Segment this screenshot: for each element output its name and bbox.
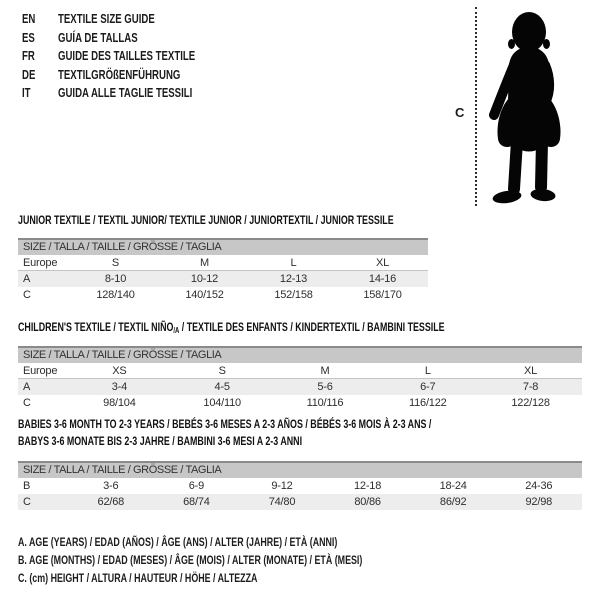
size-cell: 104/110 — [203, 397, 241, 409]
size-cell: 9-12 — [271, 480, 293, 492]
column-header: M — [200, 257, 209, 269]
size-cell: 140/152 — [185, 289, 224, 301]
language-list: EN TEXTILE SIZE GUIDE ES GUÍA DE TALLAS … — [22, 10, 243, 103]
junior-table-title: JUNIOR TEXTILE / TEXTIL JUNIOR/ TEXTILE … — [18, 212, 526, 229]
size-cell: 68/74 — [183, 496, 210, 508]
size-cell: 10-12 — [190, 273, 219, 285]
size-cell: 116/122 — [409, 397, 447, 409]
size-cell: 7-8 — [522, 381, 539, 393]
table-row: B 3-6 6-9 9-12 12-18 18-24 24-36 — [18, 478, 582, 494]
size-cell: 80/86 — [354, 496, 381, 508]
footnote-c: C. (cm) HEIGHT / ALTURA / HAUTEUR / HÖHE… — [18, 569, 483, 587]
children-size-table: SIZE / TALLA / TAILLE / GRÖSSE / TAGLIA … — [18, 346, 582, 411]
column-header: XL — [375, 257, 390, 269]
column-header: S — [218, 365, 226, 377]
baby-silhouette-icon — [489, 12, 561, 204]
footnote-a: A. AGE (YEARS) / EDAD (AÑOS) / ÂGE (ANS)… — [18, 533, 483, 551]
table-row: C 128/140 140/152 152/158 158/170 — [18, 287, 428, 303]
column-header: L — [424, 365, 431, 377]
row-label: B — [23, 480, 31, 492]
table-row: A 3-4 4-5 5-6 6-7 7-8 — [18, 379, 582, 395]
junior-table-title-text: JUNIOR TEXTILE / TEXTIL JUNIOR/ TEXTILE … — [18, 213, 394, 227]
babies-title-line1: BABIES 3-6 MONTH TO 2-3 YEARS / BEBÉS 3-… — [18, 417, 432, 431]
size-cell: 62/68 — [97, 496, 125, 508]
size-cell: 6-7 — [420, 381, 436, 393]
column-header-row: Europe XS S M L XL — [18, 363, 582, 379]
list-item: ES GUÍA DE TALLAS — [22, 29, 243, 48]
region-label: Europe — [23, 365, 58, 377]
table-row: A 8-10 10-12 12-13 14-16 — [18, 271, 428, 287]
column-header: XS — [112, 365, 127, 377]
size-cell: 18-24 — [439, 480, 467, 492]
size-cell: 110/116 — [306, 397, 344, 409]
size-header-bar: SIZE / TALLA / TAILLE / GRÖSSE / TAGLIA — [18, 348, 582, 363]
title-part: CHILDREN'S TEXTILE / TEXTIL NIÑO — [18, 320, 174, 334]
column-header: XL — [524, 365, 538, 377]
list-item: EN TEXTILE SIZE GUIDE — [22, 10, 243, 29]
junior-size-table: SIZE / TALLA / TAILLE / GRÖSSE / TAGLIA … — [18, 238, 428, 303]
size-cell: 12-18 — [354, 480, 382, 492]
lang-code: DE — [22, 66, 36, 82]
list-item: DE TEXTILGRÖßENFÜHRUNG — [22, 66, 243, 85]
footnote-a-text: A. AGE (YEARS) / EDAD (AÑOS) / ÂGE (ANS)… — [18, 535, 338, 549]
table-row: C 62/68 68/74 74/80 80/86 86/92 92/98 — [18, 494, 582, 510]
babies-title-line2: BABYS 3-6 MONATE BIS 2-3 JAHRE / BAMBINI… — [18, 434, 303, 448]
title-subscript: /A — [173, 326, 180, 335]
lang-code: IT — [22, 85, 31, 100]
size-cell: 158/170 — [363, 289, 402, 301]
size-cell: 3-4 — [111, 381, 128, 393]
lang-code: ES — [22, 29, 35, 45]
lang-code: EN — [22, 11, 36, 26]
size-cell: 152/158 — [274, 289, 313, 301]
size-cell: 24-36 — [525, 480, 553, 492]
row-label: A — [23, 381, 31, 393]
lang-title: TEXTILGRÖßENFÜHRUNG — [58, 66, 181, 82]
children-table-title: CHILDREN'S TEXTILE / TEXTIL NIÑO/A / TEX… — [18, 319, 594, 339]
size-cell: 98/104 — [103, 397, 136, 409]
size-cell: 3-6 — [103, 480, 119, 492]
size-cell: 6-9 — [188, 480, 205, 492]
lang-title: GUIDA ALLE TAGLIE TESSILI — [58, 85, 193, 100]
children-table-title-text: CHILDREN'S TEXTILE / TEXTIL NIÑO/A / TEX… — [18, 319, 445, 339]
size-cell: 8-10 — [104, 273, 127, 285]
column-header-row: Europe S M L XL — [18, 255, 428, 271]
footnote-c-text: C. (cm) HEIGHT / ALTURA / HAUTEUR / HÖHE… — [18, 571, 258, 585]
lang-title: GUÍA DE TALLAS — [58, 29, 138, 45]
lang-code: FR — [22, 48, 35, 63]
height-label: C — [455, 105, 465, 120]
title-part: / TEXTILE DES ENFANTS / KINDERTEXTIL / B… — [179, 320, 445, 334]
babies-size-table: SIZE / TALLA / TAILLE / GRÖSSE / TAGLIA … — [18, 461, 582, 510]
size-cell: 14-16 — [368, 273, 397, 285]
lang-title: TEXTILE SIZE GUIDE — [58, 11, 155, 26]
size-cell: 86/92 — [439, 496, 467, 508]
size-cell: 74/80 — [268, 496, 296, 508]
row-label: A — [23, 273, 31, 285]
size-cell: 128/140 — [96, 289, 135, 301]
size-header-bar: SIZE / TALLA / TAILLE / GRÖSSE / TAGLIA — [18, 240, 428, 255]
region-label: Europe — [23, 257, 58, 269]
size-cell: 122/128 — [511, 397, 550, 409]
list-item: FR GUIDE DES TAILLES TEXTILE — [22, 47, 243, 66]
size-cell: 5-6 — [317, 381, 333, 393]
column-header: L — [290, 257, 297, 269]
footnotes: A. AGE (YEARS) / EDAD (AÑOS) / ÂGE (ANS)… — [18, 533, 483, 587]
row-label: C — [23, 397, 31, 409]
size-cell: 12-13 — [279, 273, 308, 285]
footnote-b: B. AGE (MONTHS) / EDAD (MESES) / ÂGE (MO… — [18, 551, 483, 569]
size-cell: 4-5 — [214, 381, 231, 393]
size-header-bar: SIZE / TALLA / TAILLE / GRÖSSE / TAGLIA — [18, 463, 582, 478]
table-row: C 98/104 104/110 110/116 116/122 122/128 — [18, 395, 582, 411]
list-item: IT GUIDA ALLE TAGLIE TESSILI — [22, 84, 243, 103]
lang-title: GUIDE DES TAILLES TEXTILE — [58, 48, 196, 63]
row-label: C — [23, 289, 31, 301]
height-dotted-line — [475, 7, 477, 206]
babies-table-title: BABIES 3-6 MONTH TO 2-3 YEARS / BEBÉS 3-… — [18, 416, 518, 450]
row-label: C — [23, 496, 31, 508]
column-header: M — [320, 365, 330, 377]
size-cell: 92/98 — [525, 496, 553, 508]
footnote-b-text: B. AGE (MONTHS) / EDAD (MESES) / ÂGE (MO… — [18, 553, 363, 567]
column-header: S — [111, 257, 120, 269]
